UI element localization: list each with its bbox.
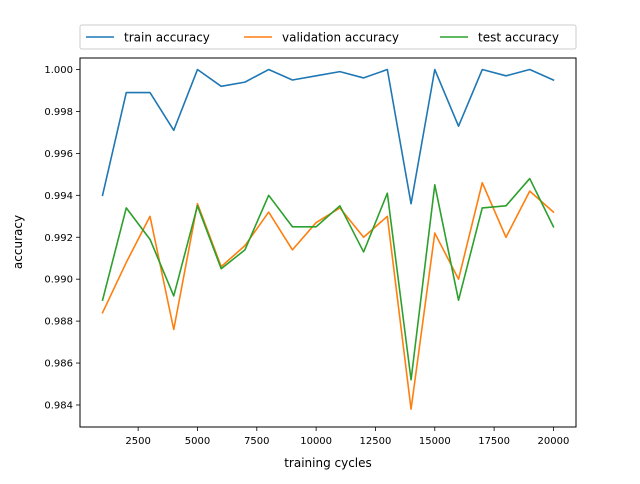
legend: train accuracy validation accuracy test ac… bbox=[79, 24, 577, 50]
x-axis: 2500 5000 7500 10000 12500 15000 17500 20000 bbox=[125, 427, 569, 447]
x-tick-label: 2500 bbox=[125, 436, 150, 447]
y-axis: 0.984 0.986 0.988 0.990 0.992 0.994 0.996 0.998… bbox=[44, 65, 80, 411]
y-tick-label: 0.986 bbox=[44, 359, 73, 370]
legend-label-0: train accuracy bbox=[124, 31, 210, 45]
y-tick-label: 0.988 bbox=[44, 317, 73, 328]
series-line-0 bbox=[101, 68, 555, 205]
y-tick-label: 1.000 bbox=[44, 65, 73, 76]
plot-frame bbox=[79, 57, 577, 428]
legend-label-2: test accuracy bbox=[478, 31, 559, 45]
y-tick-label: 0.984 bbox=[44, 400, 73, 411]
series-line-2 bbox=[101, 177, 555, 381]
y-tick-label: 0.994 bbox=[44, 191, 73, 202]
x-tick-label: 10000 bbox=[300, 436, 332, 447]
y-tick-label: 0.998 bbox=[44, 107, 73, 118]
y-tick-label: 0.992 bbox=[44, 233, 73, 244]
y-tick-label: 0.996 bbox=[44, 149, 73, 160]
x-tick-label: 7500 bbox=[244, 436, 269, 447]
x-tick-label: 20000 bbox=[538, 436, 570, 447]
legend-label-1: validation accuracy bbox=[282, 31, 399, 45]
x-tick-label: 5000 bbox=[185, 436, 210, 447]
plot-lines bbox=[101, 68, 555, 410]
legend-frame bbox=[79, 24, 577, 50]
y-tick-label: 0.990 bbox=[44, 275, 73, 286]
x-tick-label: 15000 bbox=[419, 436, 451, 447]
x-axis-label: training cycles bbox=[284, 456, 372, 470]
x-tick-label: 12500 bbox=[360, 436, 392, 447]
y-axis-label: accuracy bbox=[11, 215, 25, 269]
x-tick-label: 17500 bbox=[478, 436, 510, 447]
